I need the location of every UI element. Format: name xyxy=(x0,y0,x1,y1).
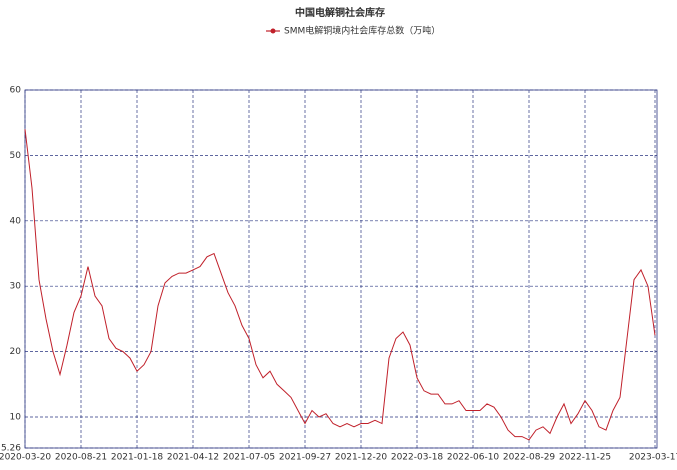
y-tick-label: 50 xyxy=(10,151,22,161)
plot-frame xyxy=(24,89,658,449)
x-tick-label: 2021-07-05 xyxy=(223,453,275,463)
x-tick-label: 2021-12-20 xyxy=(335,453,388,463)
y-tick-label: 40 xyxy=(10,216,22,226)
x-tick-label: 2021-04-12 xyxy=(167,453,219,463)
x-tick-label: 2022-06-10 xyxy=(447,453,500,463)
legend-marker-dot xyxy=(270,28,276,34)
y-tick-label: 20 xyxy=(10,347,22,357)
x-tick-label: 2020-03-20 xyxy=(0,453,51,463)
y-tick-label: 60 xyxy=(10,86,22,96)
x-tick-label: 2021-09-27 xyxy=(279,453,331,463)
x-tick-label: 2023-03-17 xyxy=(629,453,677,463)
y-tick-label: 10 xyxy=(10,413,22,423)
x-tick-label: 2022-11-25 xyxy=(559,453,611,463)
x-tick-label: 2022-03-18 xyxy=(391,453,444,463)
legend-label: SMM电解铜境内社会库存总数（万吨） xyxy=(284,25,440,37)
y-tick-label: 5.26 xyxy=(1,444,21,454)
x-tick-label: 2021-01-18 xyxy=(111,453,164,463)
chart-title: 中国电解铜社会库存 xyxy=(295,6,385,19)
data-line xyxy=(24,129,656,441)
x-tick-label: 2022-08-29 xyxy=(503,453,556,463)
x-tick-label: 2020-08-21 xyxy=(55,453,107,463)
y-tick-label: 30 xyxy=(10,282,22,292)
